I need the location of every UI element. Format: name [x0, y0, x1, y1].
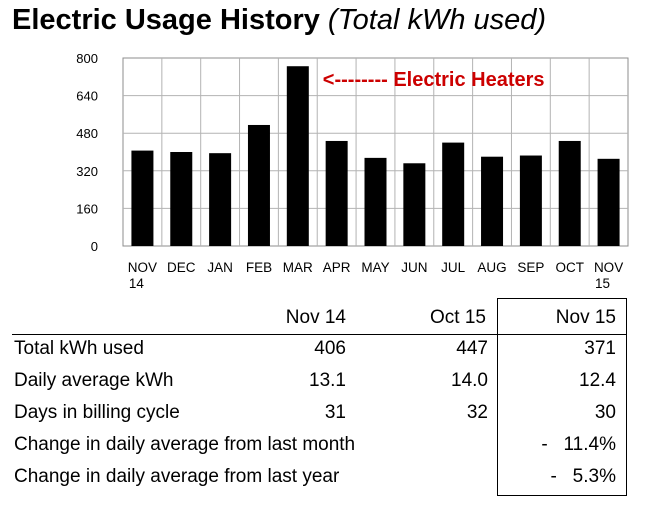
x-tick-label: FEB [246, 260, 272, 275]
x-tick-label: SEP [517, 260, 544, 275]
y-tick-label: 480 [76, 126, 98, 141]
bar [364, 157, 387, 246]
row-value-nov14: 13.1 [309, 370, 346, 391]
row-value-nov15: - 11.4% [541, 434, 616, 455]
row-value-nov15: 30 [594, 402, 616, 423]
header-oct15: Oct 15 [430, 307, 486, 328]
y-tick-label: 800 [76, 51, 98, 66]
chart-title-main: Electric Usage History [12, 4, 320, 36]
bar [481, 156, 504, 246]
x-tick-label: 14 [129, 276, 145, 291]
bar [247, 124, 270, 246]
x-tick-label: MAY [361, 260, 389, 275]
row-value-nov15: - 5.3% [550, 466, 616, 487]
header-nov14: Nov 14 [285, 307, 346, 328]
x-tick-label: NOV [594, 260, 623, 275]
x-tick-label: JUL [441, 260, 465, 275]
x-tick-label: APR [323, 260, 351, 275]
row-value-oct15: 32 [466, 402, 488, 423]
row-value-nov14: 406 [314, 338, 346, 359]
bar [131, 150, 154, 246]
bar [442, 142, 465, 246]
row-value-nov15: 12.4 [579, 370, 616, 391]
y-tick-label: 160 [76, 201, 98, 216]
bar [170, 152, 193, 246]
row-value-oct15: 447 [456, 338, 488, 359]
row-value-oct15: 14.0 [451, 370, 488, 391]
bar [209, 153, 232, 246]
x-tick-label: DEC [167, 260, 196, 275]
table-row-days-billing: Days in billing cycle 31 32 30 [0, 397, 652, 429]
y-tick-label: 320 [76, 164, 98, 179]
row-label: Days in billing cycle [14, 402, 180, 423]
header-divider [12, 334, 627, 335]
y-tick-label: 640 [76, 89, 98, 104]
bar [597, 158, 620, 246]
bar [519, 155, 542, 246]
annotation-electric-heaters: <-------- Electric Heaters [323, 69, 545, 91]
row-label: Change in daily average from last month [14, 434, 356, 455]
table-row-change-last-year: Change in daily average from last year -… [0, 461, 652, 493]
x-tick-label: AUG [477, 260, 506, 275]
row-label: Daily average kWh [14, 370, 174, 391]
x-tick-label: JAN [207, 260, 233, 275]
x-tick-label: NOV [128, 260, 157, 275]
row-label: Total kWh used [14, 338, 144, 359]
bar [286, 66, 309, 246]
bar [558, 140, 581, 246]
chart-title: Electric Usage History (Total kWh used) [12, 4, 546, 37]
y-tick-label: 0 [91, 239, 98, 254]
table-row-change-last-month: Change in daily average from last month … [0, 429, 652, 461]
row-label: Change in daily average from last year [14, 466, 340, 487]
row-value-nov15: 371 [584, 338, 616, 359]
nov15-highlight-box [497, 298, 627, 496]
header-nov15: Nov 15 [555, 307, 616, 328]
x-tick-label: MAR [283, 260, 313, 275]
x-tick-label: OCT [555, 260, 584, 275]
bar [403, 163, 426, 246]
x-tick-label: JUN [401, 260, 427, 275]
table-row-total-kwh: Total kWh used 406 447 371 [0, 333, 652, 365]
x-tick-label: 15 [595, 276, 610, 291]
table-header-row: Nov 14 Oct 15 Nov 15 [0, 302, 652, 334]
row-value-nov14: 31 [324, 402, 346, 423]
bar [325, 140, 348, 246]
table-row-daily-average: Daily average kWh 13.1 14.0 12.4 [0, 365, 652, 397]
chart-title-sub: (Total kWh used) [327, 4, 547, 36]
